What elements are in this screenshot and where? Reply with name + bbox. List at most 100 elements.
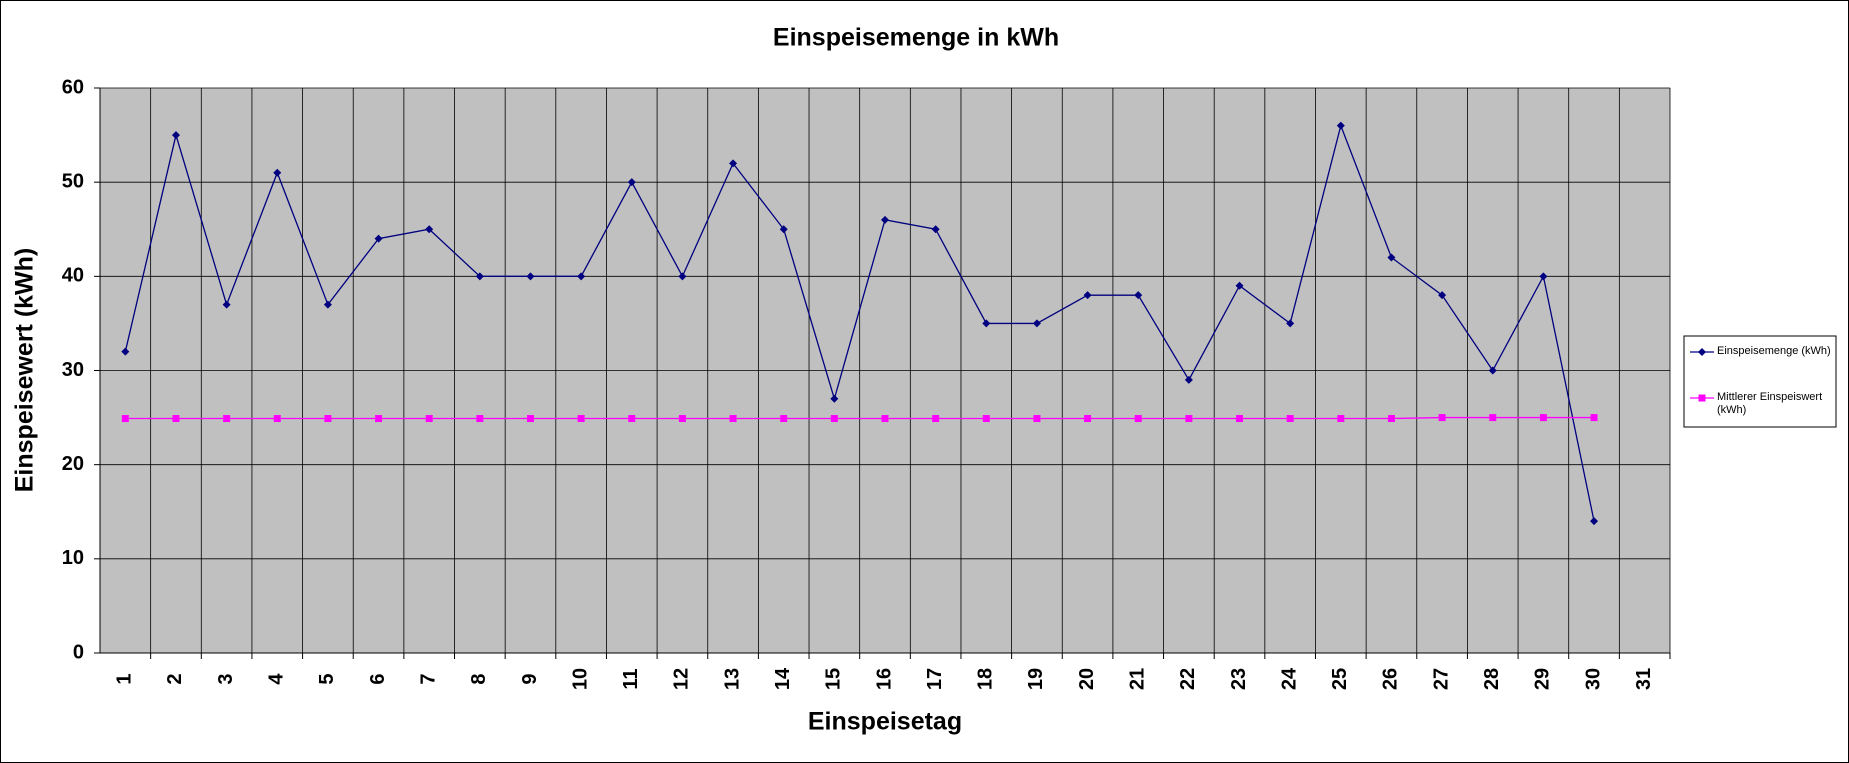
- legend-marker: [1698, 394, 1706, 402]
- data-point: [1539, 414, 1547, 422]
- x-tick-label: 14: [772, 667, 794, 690]
- data-point: [172, 415, 180, 423]
- data-point: [374, 234, 383, 243]
- data-point: [1387, 415, 1395, 423]
- y-tick-label: 60: [62, 76, 84, 98]
- y-tick-label: 20: [62, 453, 84, 475]
- y-tick-label: 30: [62, 359, 84, 381]
- y-tick-label: 40: [62, 265, 84, 287]
- x-tick-label: 15: [823, 668, 845, 690]
- x-tick-label: 17: [924, 668, 946, 690]
- data-point: [475, 272, 484, 281]
- x-tick-label: 31: [1633, 668, 1655, 690]
- legend-marker: [1698, 348, 1706, 356]
- data-point: [830, 394, 839, 403]
- x-tick-label: 26: [1380, 668, 1402, 690]
- data-point: [1134, 415, 1142, 423]
- data-point: [577, 272, 586, 281]
- data-point: [729, 415, 737, 423]
- data-point: [931, 225, 940, 234]
- data-point: [476, 415, 484, 423]
- data-point: [729, 159, 738, 168]
- data-point: [678, 272, 687, 281]
- x-tick-label: 5: [316, 673, 338, 684]
- data-point: [1033, 415, 1041, 423]
- x-tick-label: 6: [367, 673, 389, 684]
- chart-title: Einspeisemenge in kWh: [773, 24, 1059, 52]
- data-point: [780, 415, 788, 423]
- data-point: [1286, 319, 1295, 328]
- y-tick-label: 50: [62, 170, 84, 192]
- data-point: [779, 225, 788, 234]
- data-point: [982, 415, 990, 423]
- legend-label: Mittlerer Einspeiswert (kWh): [1717, 391, 1823, 416]
- x-tick-label: 11: [620, 668, 642, 689]
- data-point: [1185, 415, 1193, 423]
- x-tick-label: 22: [1177, 668, 1199, 690]
- data-point: [121, 415, 129, 423]
- data-point: [1235, 281, 1244, 290]
- x-tick-label: 19: [1025, 668, 1047, 690]
- y-axis-title: Einspeisewert (kWh): [11, 248, 39, 493]
- data-point: [1286, 415, 1294, 423]
- data-point: [1337, 415, 1345, 423]
- x-tick-label: 29: [1532, 668, 1554, 690]
- data-point: [273, 415, 281, 423]
- data-point: [1387, 253, 1396, 262]
- x-tick-label: 1: [114, 673, 136, 684]
- x-tick-label: 16: [873, 668, 895, 690]
- x-axis-title: Einspeisetag: [808, 708, 962, 736]
- x-tick-label: 3: [215, 673, 237, 684]
- x-tick-label: 27: [1430, 668, 1452, 690]
- data-point: [1236, 415, 1244, 423]
- data-point: [324, 415, 332, 423]
- data-point: [1184, 375, 1193, 384]
- series-line: [124, 123, 1595, 522]
- data-point: [425, 415, 433, 423]
- x-tick-label: 8: [468, 673, 490, 684]
- data-point: [830, 415, 838, 423]
- data-point: [425, 225, 434, 234]
- y-tick-label: 10: [62, 547, 84, 569]
- x-tick-label: 18: [975, 668, 997, 690]
- data-point: [1032, 319, 1041, 328]
- data-point: [932, 415, 940, 423]
- data-point: [1539, 272, 1548, 281]
- x-tick-label: 24: [1278, 667, 1300, 690]
- x-tick-label: 23: [1228, 668, 1250, 690]
- x-tick-label: 10: [569, 668, 591, 690]
- x-tick-label: 28: [1481, 668, 1503, 690]
- x-tick-label: 12: [671, 668, 693, 690]
- data-point: [375, 415, 383, 423]
- data-point: [1083, 291, 1092, 300]
- data-point: [577, 415, 585, 423]
- x-tick-label: 2: [164, 673, 186, 684]
- x-tick-label: 25: [1329, 668, 1351, 690]
- data-point: [1438, 414, 1446, 422]
- data-point: [1084, 415, 1092, 423]
- x-tick-label: 4: [266, 673, 288, 685]
- data-point: [1590, 517, 1599, 526]
- data-point: [1489, 414, 1497, 422]
- data-point: [1336, 121, 1345, 130]
- legend-box: [1683, 335, 1837, 428]
- data-point: [1590, 414, 1598, 422]
- data-point: [171, 131, 180, 140]
- x-tick-label: 7: [417, 673, 439, 684]
- data-point: [678, 415, 686, 423]
- data-point: [1134, 291, 1143, 300]
- x-tick-label: 9: [519, 673, 541, 684]
- data-point: [627, 178, 636, 187]
- data-point: [323, 300, 332, 309]
- x-tick-label: 30: [1582, 668, 1604, 690]
- data-point: [628, 415, 636, 423]
- data-point: [222, 300, 231, 309]
- x-tick-label: 20: [1076, 668, 1098, 690]
- data-point: [526, 272, 535, 281]
- data-point: [982, 319, 991, 328]
- data-point: [223, 415, 231, 423]
- data-point: [1488, 366, 1497, 375]
- data-point: [1438, 291, 1447, 300]
